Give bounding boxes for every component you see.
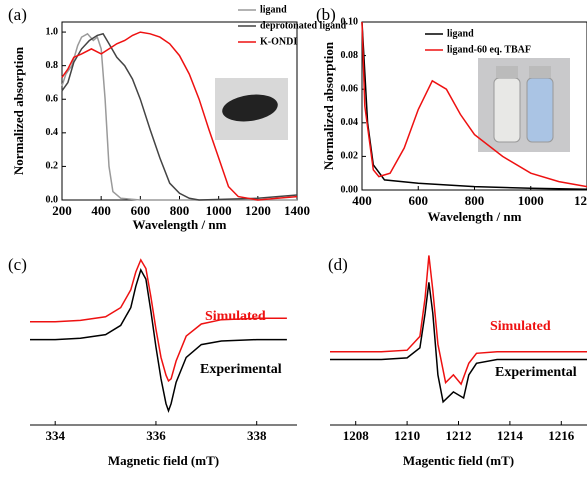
x-tick-label: 1212 — [446, 428, 472, 443]
series-line — [30, 267, 287, 414]
y-tick-label: 0.6 — [46, 94, 59, 105]
x-tick-label: 336 — [146, 428, 166, 443]
legend-label: Experimental — [200, 362, 282, 377]
x-tick-label: 400 — [91, 203, 111, 218]
x-tick-label: 200 — [52, 203, 72, 218]
x-tick-label: 600 — [131, 203, 151, 218]
panel-label: (d) — [328, 255, 348, 274]
y-tick-label: 0.0 — [46, 194, 59, 205]
series-line — [61, 31, 298, 201]
y-tick-label: 0.06 — [341, 83, 359, 94]
y-tick-label: 0.8 — [46, 60, 59, 71]
legend-label: Experimental — [495, 365, 577, 380]
legend-label: ligand — [260, 4, 287, 15]
legend-label: ligand — [447, 28, 474, 39]
x-tick-label: 338 — [247, 428, 267, 443]
y-tick-label: 0.08 — [341, 50, 359, 61]
x-tick-label: 1214 — [497, 428, 524, 443]
x-axis-label: Magentic field (mT) — [403, 453, 514, 468]
y-axis-label: Normalized absorption — [11, 46, 26, 175]
x-tick-label: 1210 — [394, 428, 420, 443]
inset-photo-powder — [215, 78, 288, 140]
y-tick-label: 0.02 — [341, 151, 359, 162]
series-line — [361, 21, 587, 188]
series-line — [361, 21, 587, 190]
x-axis-label: Magnetic field (mT) — [108, 453, 219, 468]
x-tick-label: 800 — [465, 193, 485, 208]
y-tick-label: 1.0 — [46, 26, 59, 37]
y-tick-label: 0.10 — [341, 16, 359, 27]
x-tick-label: 1200 — [574, 193, 587, 208]
x-tick-label: 334 — [45, 428, 65, 443]
x-tick-label: 1208 — [343, 428, 370, 443]
series-line — [30, 258, 287, 383]
y-tick-label: 0.04 — [341, 117, 359, 128]
x-tick-label: 1000 — [206, 203, 232, 218]
x-tick-label: 1400 — [284, 203, 310, 218]
panel-label: (a) — [8, 5, 27, 24]
y-axis-label: Normalized absorption — [321, 41, 336, 170]
y-tick-label: 0.4 — [46, 127, 59, 138]
panel-label: (b) — [316, 5, 336, 24]
legend-label: Simulated — [490, 319, 551, 334]
series-line — [330, 282, 587, 404]
x-axis-label: Wavelength / nm — [133, 217, 227, 232]
legend-label: K-ONDI — [260, 36, 297, 47]
y-tick-label: 0.00 — [341, 184, 359, 195]
x-tick-label: 1000 — [518, 193, 544, 208]
x-tick-label: 1200 — [245, 203, 271, 218]
series-line — [330, 255, 587, 386]
y-tick-label: 0.2 — [46, 161, 59, 172]
legend-label: deprotonated ligand — [260, 20, 347, 31]
legend-label: Simulated — [205, 309, 266, 324]
x-axis-label: Wavelength / nm — [428, 209, 522, 224]
x-tick-label: 800 — [170, 203, 190, 218]
legend-label: ligand-60 eq. TBAF — [447, 44, 531, 55]
x-tick-label: 600 — [409, 193, 429, 208]
series-line — [61, 32, 298, 201]
inset-photo-vials — [478, 58, 570, 152]
x-tick-label: 400 — [352, 193, 372, 208]
panel-label: (c) — [8, 255, 27, 274]
x-tick-label: 1216 — [548, 428, 575, 443]
